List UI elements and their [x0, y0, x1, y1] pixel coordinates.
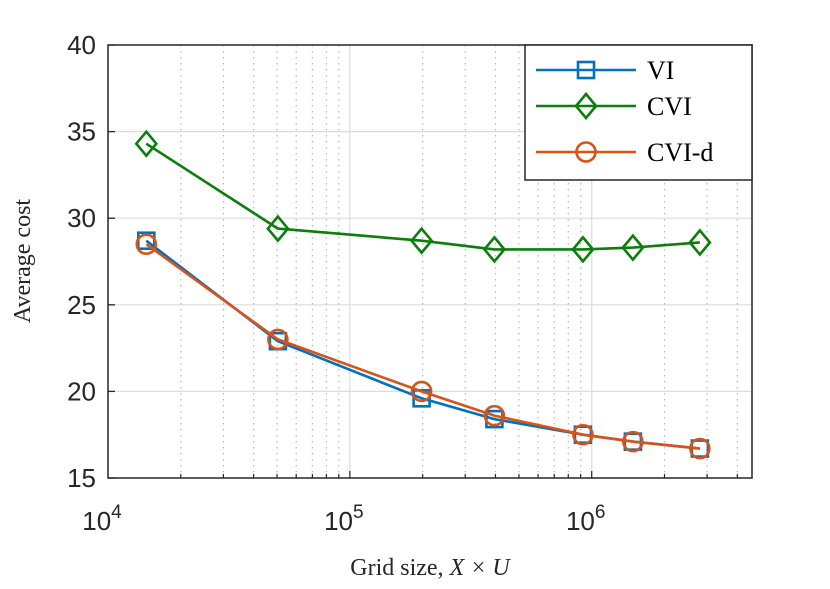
legend-label-vi: VI: [647, 56, 674, 85]
data-point-cvi-d: [689, 437, 711, 460]
data-point-cvi: [134, 129, 158, 158]
legend-label-cvi-d: CVI-d: [647, 138, 713, 167]
series-line-cvi: [145, 142, 701, 251]
y-tick-label: 25: [67, 290, 96, 320]
legend-marker-cvi: [574, 91, 598, 121]
legend-entry-cvi-d: CVI-d: [536, 138, 713, 167]
data-point-cvi-d: [410, 380, 433, 403]
data-point-cvi: [482, 235, 507, 264]
series-layer: [134, 129, 712, 460]
legend-marker-vi: [576, 60, 596, 80]
data-point-cvi-d: [483, 404, 506, 427]
data-point-cvi: [266, 214, 290, 243]
grid-layer: [108, 45, 752, 478]
data-point-cvi-d: [572, 423, 594, 446]
data-point-cvi: [571, 235, 595, 264]
plot-frame: [107, 44, 753, 479]
y-tick-label: 40: [67, 30, 96, 60]
data-point-cvi: [621, 233, 645, 262]
x-axis-label: Grid size, X × U: [350, 555, 511, 581]
series-line-cvi-d: [145, 243, 701, 450]
y-tick-label: 30: [67, 203, 96, 233]
data-point-cvi-d: [267, 328, 289, 351]
legend: VI CVI CVI-d: [524, 44, 753, 181]
legend-label-cvi: CVI: [647, 92, 692, 121]
data-point-cvi: [409, 226, 434, 255]
x-axis-label-prefix: Grid size,: [350, 555, 449, 581]
series-cvi-d: [135, 233, 711, 460]
y-axis-label: Average cost: [10, 199, 36, 323]
data-point-cvi-d: [135, 233, 158, 255]
legend-entry-vi: VI: [536, 56, 674, 85]
x-tick-label: 104: [82, 502, 122, 536]
x-tick-label: 105: [324, 502, 364, 536]
legend-box: [524, 44, 753, 181]
tick-layer: 15 20 25 30 35 40 104 105 106: [67, 30, 738, 536]
x-axis-label-math: X × U: [449, 555, 512, 581]
series-cvi: [134, 129, 712, 264]
x-tick-label: 106: [566, 502, 606, 536]
data-point-cvi: [688, 228, 712, 257]
y-tick-label: 15: [67, 463, 96, 493]
y-tick-label: 35: [67, 117, 96, 147]
y-tick-label: 20: [67, 376, 96, 406]
legend-entry-cvi: CVI: [536, 91, 692, 121]
data-point-cvi-d: [622, 430, 644, 453]
legend-marker-cvi-d: [575, 141, 597, 163]
